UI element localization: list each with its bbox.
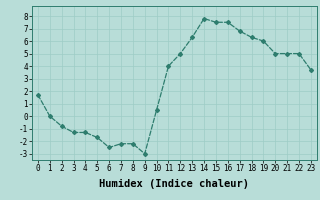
X-axis label: Humidex (Indice chaleur): Humidex (Indice chaleur) [100,179,249,189]
